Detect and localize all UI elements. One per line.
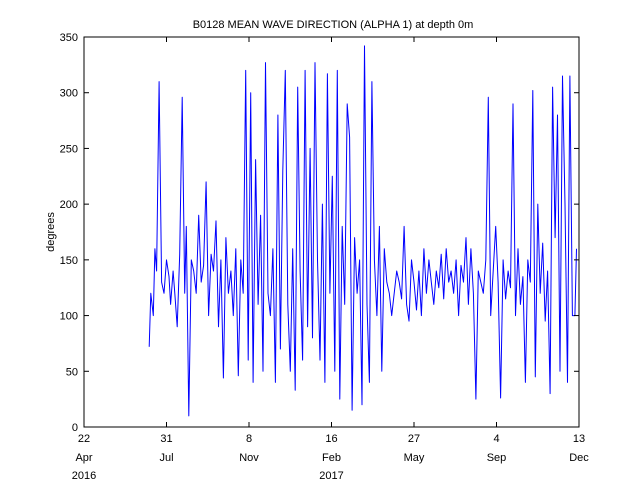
x-tick-label-day: 8 [246, 433, 252, 445]
x-tick-label-day: 4 [493, 433, 499, 445]
y-tick-label: 300 [60, 88, 78, 100]
x-tick-label-day: 13 [573, 433, 585, 445]
y-axis-label: degrees [45, 212, 57, 252]
series-layer [148, 45, 577, 417]
x-tick-label-month: Feb [322, 452, 341, 464]
x-tick-label-year: 2016 [72, 470, 96, 480]
y-tick-label: 100 [60, 311, 78, 323]
y-tick-label: 200 [60, 199, 78, 211]
x-tick-label-month: May [404, 452, 425, 464]
y-tick-label: 0 [72, 422, 78, 434]
y-tick-label: 350 [60, 32, 78, 44]
series-line [148, 45, 577, 417]
x-tick-label-day: 27 [408, 433, 420, 445]
x-tick-label-year: 2017 [319, 470, 343, 480]
y-tick-label: 250 [60, 143, 78, 155]
chart-title: B0128 MEAN WAVE DIRECTION (ALPHA 1) at d… [193, 19, 474, 31]
x-tick-label-month: Dec [569, 452, 589, 464]
x-tick-label-day: 22 [78, 433, 90, 445]
axes: 0 50 100 150 200 250 300 350 22 Apr 2016 31 Jul 8 Nov 1… [60, 32, 590, 480]
x-tick-label-month: Sep [487, 452, 507, 464]
x-tick-label-day: 31 [160, 433, 172, 445]
y-tick-label: 50 [66, 366, 78, 378]
x-tick-label-month: Nov [239, 452, 259, 464]
x-tick-label-month: Jul [159, 452, 173, 464]
y-tick-label: 150 [60, 255, 78, 267]
x-tick-label-month: Apr [75, 452, 92, 464]
x-tick-label-day: 16 [325, 433, 337, 445]
